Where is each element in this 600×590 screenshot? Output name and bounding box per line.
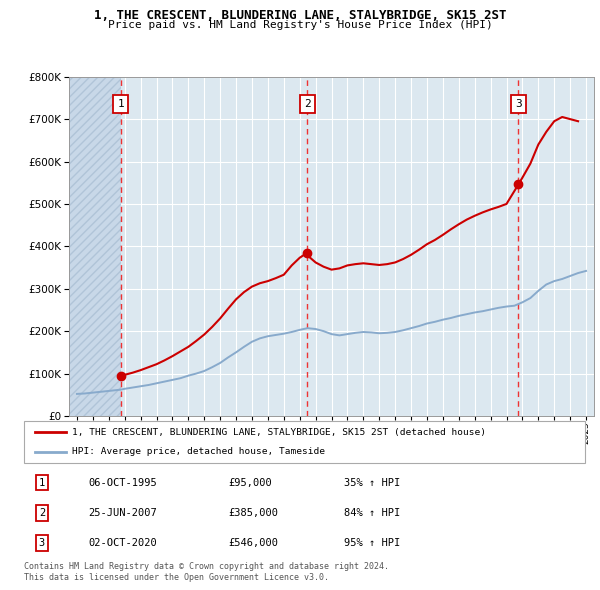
Text: £385,000: £385,000 [229,508,279,518]
Text: 1, THE CRESCENT, BLUNDERING LANE, STALYBRIDGE, SK15 2ST: 1, THE CRESCENT, BLUNDERING LANE, STALYB… [94,9,506,22]
Text: 84% ↑ HPI: 84% ↑ HPI [344,508,400,518]
Text: 2: 2 [39,508,45,518]
Text: This data is licensed under the Open Government Licence v3.0.: This data is licensed under the Open Gov… [24,573,329,582]
FancyBboxPatch shape [24,421,585,463]
Text: 3: 3 [515,99,522,109]
Text: 3: 3 [39,538,45,548]
Text: 1: 1 [118,99,124,109]
Text: 25-JUN-2007: 25-JUN-2007 [89,508,157,518]
Text: 06-OCT-1995: 06-OCT-1995 [89,477,157,487]
Bar [69,77,121,416]
Text: 1: 1 [39,477,45,487]
Text: 02-OCT-2020: 02-OCT-2020 [89,538,157,548]
Text: Contains HM Land Registry data © Crown copyright and database right 2024.: Contains HM Land Registry data © Crown c… [24,562,389,571]
Text: Price paid vs. HM Land Registry's House Price Index (HPI): Price paid vs. HM Land Registry's House … [107,20,493,30]
Text: 95% ↑ HPI: 95% ↑ HPI [344,538,400,548]
Text: 1, THE CRESCENT, BLUNDERING LANE, STALYBRIDGE, SK15 2ST (detached house): 1, THE CRESCENT, BLUNDERING LANE, STALYB… [71,428,485,437]
Text: £546,000: £546,000 [229,538,279,548]
Text: 35% ↑ HPI: 35% ↑ HPI [344,477,400,487]
Text: 2: 2 [304,99,311,109]
Text: £95,000: £95,000 [229,477,272,487]
Text: HPI: Average price, detached house, Tameside: HPI: Average price, detached house, Tame… [71,447,325,456]
